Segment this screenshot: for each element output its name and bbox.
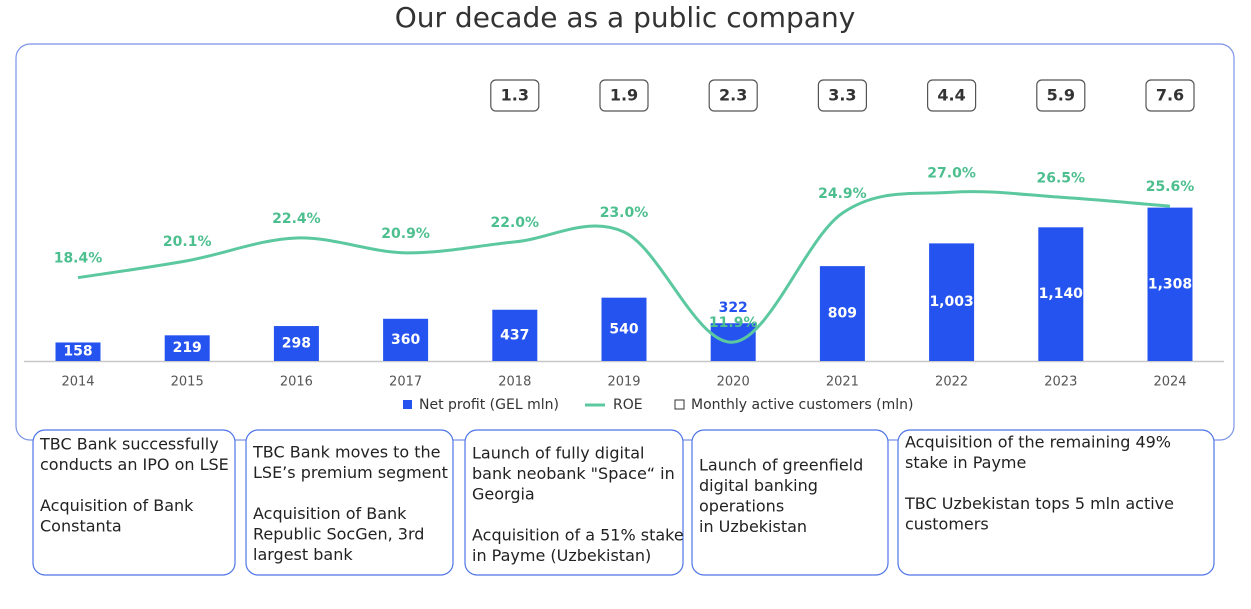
legend-swatch [403, 400, 412, 409]
roe-value-label: 26.5% [1037, 170, 1086, 186]
milestone-text: Acquisition of a 51% stake [472, 526, 684, 545]
bar-value-label: 158 [63, 344, 92, 360]
milestone-text: Launch of greenfield [699, 456, 863, 475]
legend-swatch [674, 399, 685, 410]
x-tick-label: 2018 [498, 375, 531, 390]
customer-value: 2.3 [719, 86, 747, 105]
milestone-text: Acquisition of Bank [40, 496, 194, 515]
roe-value-label: 23.0% [600, 205, 649, 221]
customer-value: 4.4 [937, 86, 965, 105]
legend-label: ROE [613, 397, 643, 413]
milestone-text: in Uzbekistan [699, 517, 807, 536]
bar-value-label: 360 [391, 332, 420, 348]
milestone-text: customers [905, 515, 989, 534]
x-tick-label: 2014 [61, 375, 94, 390]
bar [1038, 227, 1084, 361]
milestone-box [32, 429, 236, 576]
customer-box [1145, 79, 1195, 112]
customer-value: 7.6 [1156, 86, 1184, 105]
milestone-text: Launch of fully digital [472, 444, 644, 463]
roe-value-label: 20.9% [381, 226, 430, 242]
milestone-text: stake in Payme [905, 453, 1026, 472]
milestone-text: Constanta [40, 517, 122, 536]
customer-value: 1.3 [501, 86, 529, 105]
x-tick-label: 2024 [1153, 375, 1186, 390]
bar [819, 266, 865, 361]
customer-box [599, 79, 649, 112]
customer-box [926, 79, 977, 112]
milestone-text: digital banking [699, 476, 818, 495]
bar [929, 243, 975, 361]
x-tick-label: 2019 [607, 375, 640, 390]
roe-value-label: 11.9% [709, 315, 758, 331]
bar [601, 297, 647, 361]
roe-value-label: 18.4% [54, 251, 103, 267]
milestone-text: TBC Bank moves to the [252, 443, 441, 462]
milestone-box [897, 429, 1215, 576]
milestone-text: operations [699, 497, 784, 516]
x-tick-label: 2023 [1044, 375, 1077, 390]
customer-value: 5.9 [1047, 86, 1075, 105]
bar [164, 335, 210, 361]
x-tick-label: 2015 [171, 375, 204, 390]
roe-value-label: 20.1% [163, 234, 212, 250]
milestone-box [691, 429, 889, 576]
bar [1147, 207, 1193, 361]
customer-box [1036, 79, 1086, 112]
customer-value: 1.9 [610, 86, 638, 105]
milestone-text: bank neobank "Space“ in [472, 464, 675, 483]
milestone-text: TBC Bank successfully [39, 435, 219, 454]
customer-value: 3.3 [828, 86, 856, 105]
x-tick-label: 2020 [717, 375, 750, 390]
roe-value-label: 27.0% [927, 165, 976, 181]
bar-value-label: 1,140 [1039, 286, 1084, 302]
roe-value-label: 24.9% [818, 186, 867, 202]
bar-value-label: 809 [828, 306, 857, 322]
milestone-text: Georgia [472, 485, 535, 504]
x-tick-label: 2016 [280, 375, 313, 390]
legend-label: Net profit (GEL mln) [419, 397, 559, 413]
milestone-box [245, 429, 454, 576]
milestone-text: Acquisition of Bank [253, 504, 407, 523]
chart-title: Our decade as a public company [395, 1, 856, 34]
roe-value-label: 22.4% [272, 211, 321, 227]
roe-value-label: 25.6% [1146, 179, 1195, 195]
milestone-text: conducts an IPO on LSE [40, 455, 229, 474]
bar [383, 318, 429, 361]
x-tick-label: 2021 [826, 375, 859, 390]
customer-box [708, 79, 758, 112]
roe-value-label: 22.0% [491, 215, 540, 231]
x-tick-label: 2017 [389, 375, 422, 390]
roe-line [77, 190, 1171, 344]
bar-value-label: 322 [719, 300, 748, 316]
bar-value-label: 540 [609, 321, 638, 337]
milestone-text: Republic SocGen, 3rd [253, 525, 424, 544]
milestone-text: Acquisition of the remaining 49% [905, 433, 1171, 452]
bar-value-label: 219 [173, 340, 202, 356]
milestone-text: in Payme (Uzbekistan) [472, 546, 651, 565]
bar [492, 309, 538, 361]
milestone-text: TBC Uzbekistan tops 5 mln active [904, 494, 1174, 513]
bar [273, 326, 319, 361]
legend-label: Monthly active customers (mln) [691, 397, 914, 413]
customer-box [490, 79, 540, 112]
milestone-box [464, 429, 684, 576]
bar-value-label: 437 [500, 327, 529, 343]
bar-value-label: 298 [282, 336, 311, 352]
bar-value-label: 1,308 [1148, 276, 1192, 292]
bar [55, 342, 101, 361]
customer-box [817, 79, 868, 112]
milestone-text: LSE’s premium segment [253, 463, 448, 482]
milestone-text: largest bank [253, 545, 353, 564]
x-tick-label: 2022 [935, 375, 968, 390]
bar-value-label: 1,003 [929, 294, 973, 310]
